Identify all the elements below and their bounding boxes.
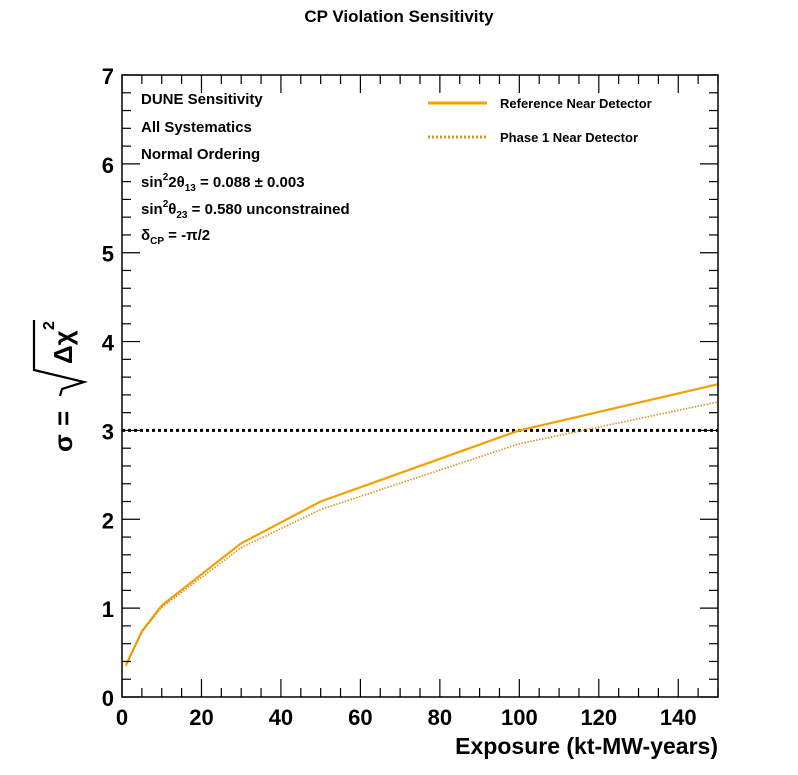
legend: Reference Near Detector Phase 1 Near Det… xyxy=(428,96,652,145)
annotation-line-3: Normal Ordering xyxy=(141,146,260,163)
annotation-theta13: sin22θ13 = 0.088 ± 0.003 xyxy=(141,172,305,194)
x-tick-label: 120 xyxy=(580,705,617,730)
series-line-reference-near-detector xyxy=(125,383,719,666)
annotation-delta-cp: δCP = -π/2 xyxy=(141,227,210,247)
plot-frame xyxy=(121,74,719,698)
x-tick-label: 140 xyxy=(660,705,697,730)
y-tick-label: 3 xyxy=(102,419,114,444)
chart-title: CP Violation Sensitivity xyxy=(304,7,494,26)
legend-label-reference: Reference Near Detector xyxy=(500,96,652,111)
y-axis-label-equals: = xyxy=(48,411,78,426)
y-tick-label: 5 xyxy=(102,242,114,267)
y-axis-label-delta-chi: Δχ xyxy=(48,330,78,364)
y-tick-label: 0 xyxy=(102,686,114,711)
annotation-block: DUNE Sensitivity All Systematics Normal … xyxy=(141,91,350,247)
y-tick-label: 6 xyxy=(102,153,114,178)
y-tick-label: 7 xyxy=(102,64,114,89)
x-tick-label: 80 xyxy=(428,705,452,730)
x-axis-label: Exposure (kt-MW-years) xyxy=(455,733,718,759)
y-tick-label: 2 xyxy=(102,508,114,533)
legend-label-phase1: Phase 1 Near Detector xyxy=(500,130,638,145)
x-tick-label: 0 xyxy=(116,705,128,730)
x-tick-label: 100 xyxy=(501,705,538,730)
x-tick-label: 60 xyxy=(348,705,372,730)
y-axis-label: σ = Δχ 2 xyxy=(32,320,89,452)
series-line-phase1-near-detector xyxy=(125,401,719,667)
x-tick-label: 40 xyxy=(269,705,293,730)
axes: 0 20 40 60 80 100 120 140 0 1 2 3 4 5 6 7 xyxy=(102,64,719,730)
annotation-line-1: DUNE Sensitivity xyxy=(141,91,263,108)
x-tick-label: 20 xyxy=(189,705,213,730)
y-tick-label: 1 xyxy=(102,597,114,622)
annotation-line-2: All Systematics xyxy=(141,119,252,136)
y-tick-label: 4 xyxy=(102,331,115,356)
plot-area xyxy=(122,383,719,667)
y-axis-label-sigma: σ xyxy=(48,434,78,452)
sqrt-symbol xyxy=(32,320,89,397)
y-axis-label-exponent: 2 xyxy=(41,321,58,330)
annotation-theta23: sin2θ23 = 0.580 unconstrained xyxy=(141,199,350,221)
